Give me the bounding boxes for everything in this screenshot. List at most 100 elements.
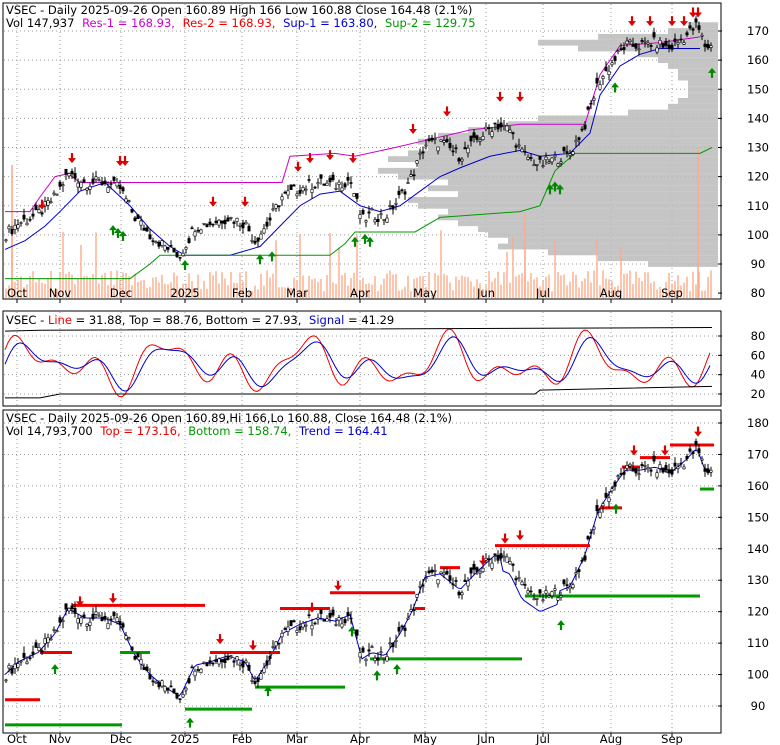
price-x-tick-label: Jun xyxy=(476,286,495,300)
candle-body xyxy=(364,658,368,662)
candle-body xyxy=(601,503,605,507)
candle-body xyxy=(346,612,350,616)
profile-bar xyxy=(508,121,718,128)
trend-legend-volume: Vol 14,793,700 xyxy=(6,424,93,438)
candle-body xyxy=(178,256,182,259)
trend-x-tick-label: 2025 xyxy=(170,732,199,745)
candle-body xyxy=(280,196,284,201)
candle-body xyxy=(457,591,461,596)
down-arrow-head xyxy=(409,128,417,134)
candle-body xyxy=(625,465,629,469)
candle-body xyxy=(244,221,248,225)
candle-body xyxy=(304,624,308,627)
candle-body xyxy=(505,125,509,132)
trend-curve xyxy=(4,449,711,697)
candle-body xyxy=(502,124,506,127)
candle-body xyxy=(238,224,242,227)
candle-body xyxy=(451,583,455,586)
profile-bar xyxy=(648,261,718,267)
candle-body xyxy=(319,174,323,179)
candle-body xyxy=(493,553,497,556)
candle-body xyxy=(349,617,353,620)
candle-body xyxy=(562,146,566,152)
candle-body xyxy=(403,627,407,631)
candle-body xyxy=(22,214,26,220)
candle-body xyxy=(631,468,635,472)
candle-body xyxy=(154,681,158,684)
up-arrow-head xyxy=(256,254,264,260)
candle-body xyxy=(523,584,527,586)
candle-body xyxy=(175,251,179,258)
candle-body xyxy=(679,38,683,41)
volume-bars xyxy=(5,148,712,298)
up-arrow-head xyxy=(268,251,276,257)
trend-y-tick-label: 150 xyxy=(747,510,769,524)
price-panel-title: VSEC - Daily 2025-09-26 Open 160.89 High… xyxy=(6,3,472,17)
candle-body xyxy=(304,188,308,191)
candle-body xyxy=(481,567,485,573)
candle-body xyxy=(544,156,548,160)
candle-body xyxy=(328,612,332,618)
down-arrow-head xyxy=(479,560,487,566)
price-x-tick-label: 2025 xyxy=(170,286,199,300)
candle-body xyxy=(394,640,398,642)
candle-body xyxy=(73,607,77,614)
trend-panel-title: VSEC - Daily 2025-09-26 Open 160.89,Hi 1… xyxy=(6,411,452,425)
candle-body xyxy=(265,221,269,227)
candle-body xyxy=(286,190,290,196)
candle-body xyxy=(640,464,644,467)
candle-body xyxy=(100,616,104,621)
down-arrow-head xyxy=(516,535,524,541)
candle-body xyxy=(28,657,32,659)
oscillator-legend: VSEC - Line = 31.88, Top = 88.76, Bottom… xyxy=(6,313,394,327)
candle-body xyxy=(241,222,245,229)
candle-body xyxy=(181,694,185,698)
down-arrow-head xyxy=(668,21,676,27)
candle-body xyxy=(217,219,221,226)
candle-body xyxy=(553,588,557,591)
candle-body xyxy=(373,219,377,223)
candle-body xyxy=(7,226,11,230)
price-panel: 170 160 150 140 130 120 110 100 90 80 Oct Nov Dec 20… xyxy=(2,2,769,303)
price-x-tick-label: Jul xyxy=(535,286,550,300)
candle-body xyxy=(541,165,545,167)
candle-body xyxy=(472,132,476,138)
candle-body xyxy=(379,213,383,216)
trend-y-tick-label: 130 xyxy=(747,573,769,587)
candle-body xyxy=(223,219,227,225)
up-arrow-head xyxy=(393,664,401,670)
candle-body xyxy=(157,682,161,688)
down-arrow-head xyxy=(630,450,638,456)
trend-x-tick-label: Dec xyxy=(110,732,132,745)
up-arrow-head xyxy=(373,670,381,676)
candle-body xyxy=(55,630,59,632)
down-arrow-head xyxy=(68,158,76,164)
candle-body xyxy=(250,239,254,242)
candle-body xyxy=(508,129,512,133)
candle-body xyxy=(445,138,449,143)
oscillator-top xyxy=(4,327,713,332)
up-arrow-head xyxy=(546,184,554,190)
candle-body xyxy=(520,148,524,152)
candle-body xyxy=(424,144,428,147)
candle-body xyxy=(694,440,698,446)
up-arrow-head xyxy=(119,230,127,236)
candle-body xyxy=(172,247,176,253)
candle-body xyxy=(121,187,125,192)
profile-bar xyxy=(688,86,718,93)
down-arrow-head xyxy=(501,538,509,544)
down-arrow-head xyxy=(109,598,117,604)
oscillator-lines xyxy=(4,327,713,399)
candle-body xyxy=(394,202,398,205)
candle-body xyxy=(454,580,458,582)
candle-body xyxy=(187,678,191,684)
candle-body xyxy=(328,177,332,183)
candle-body xyxy=(688,448,692,452)
price-x-axis: Oct Nov Dec 2025 Feb Mar Apr May Jun Jul Aug Sep xyxy=(7,286,683,303)
price-x-tick-label: Oct xyxy=(7,286,27,300)
candle-body xyxy=(547,595,551,598)
candle-body xyxy=(289,184,293,191)
candle-body xyxy=(556,597,560,601)
candle-body xyxy=(307,179,311,181)
